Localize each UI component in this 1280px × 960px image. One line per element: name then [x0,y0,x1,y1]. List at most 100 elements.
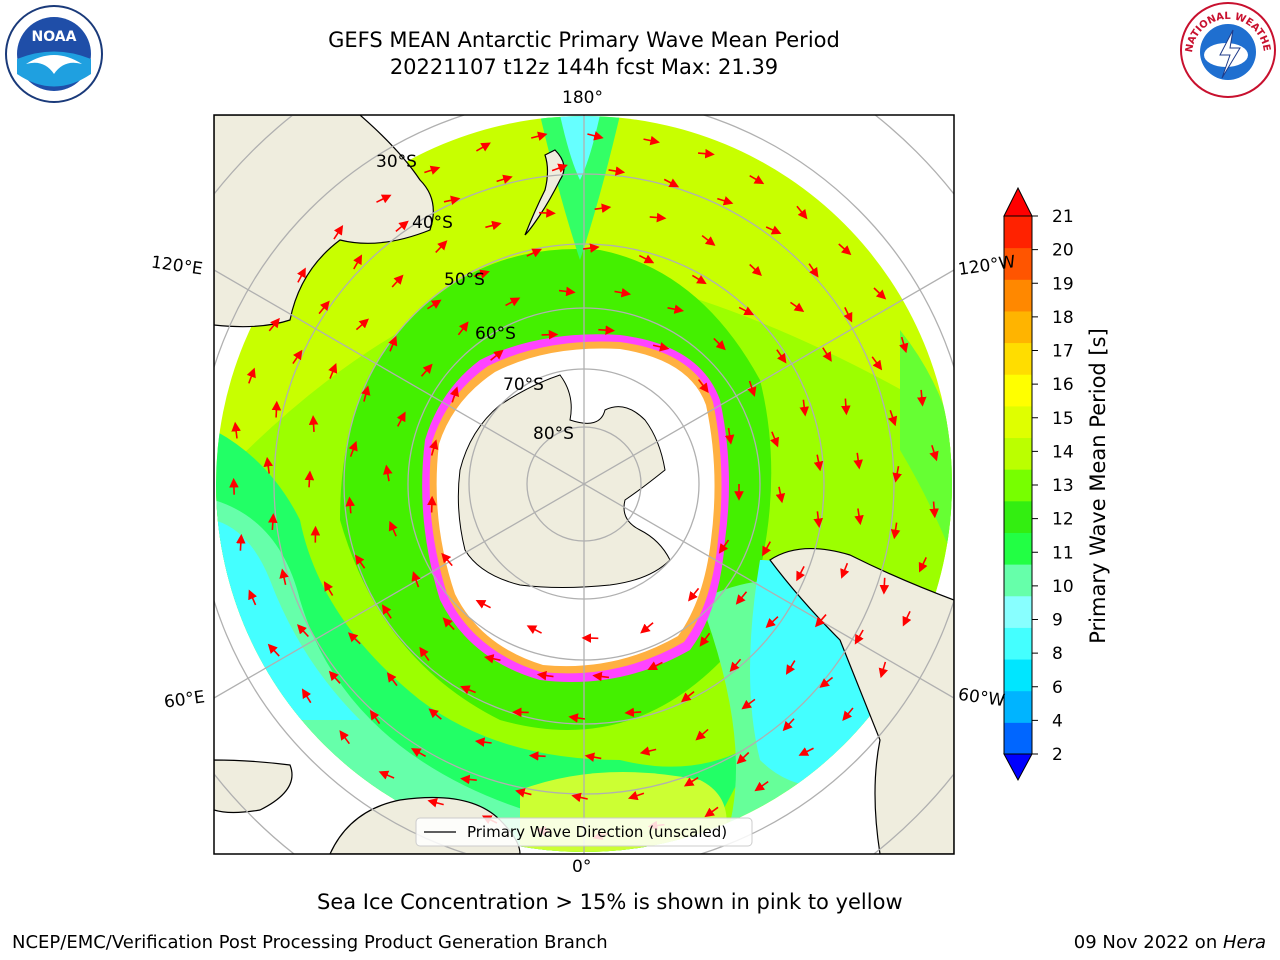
wave-direction-arrow [369,709,381,725]
colorbar-tick-label: 14 [1052,442,1074,462]
wave-direction-arrow [339,730,351,745]
colorbar-segment [1004,532,1032,565]
wave-direction-arrow [308,415,319,432]
wave-direction-arrow [348,440,358,457]
wave-direction-arrow [765,225,782,235]
colorbar-segment [1004,374,1032,407]
colorbar-tick-label: 16 [1052,375,1074,395]
wave-direction-arrow [383,464,393,482]
wave-direction-arrow [396,411,406,427]
wave-direction-arrow [505,297,521,307]
wave-direction-arrow [614,287,632,298]
wave-direction-arrow [775,486,786,504]
wave-direction-arrow [427,299,442,310]
wave-direction-arrow [814,614,827,628]
wave-direction-arrow [647,661,663,671]
wave-direction-arrow [248,589,258,606]
wave-direction-arrow [304,470,315,488]
wave-direction-arrow [381,604,392,619]
wave-direction-arrow [840,562,850,579]
wave-direction-arrow [297,624,309,638]
wave-direction-arrow [515,788,532,798]
colorbar-segment [1004,659,1032,692]
wave-direction-arrow [473,269,490,279]
colorbar-tick-label: 6 [1052,678,1063,698]
wave-direction-arrow [391,274,404,288]
colorbar-tick-label: 20 [1052,241,1074,261]
wave-direction-arrow [428,708,442,720]
colorbar-tick-label: 17 [1052,342,1074,362]
wave-direction-arrow [649,212,667,223]
wave-direction-arrow [268,513,278,531]
colorbar-under-extend [1003,753,1033,782]
wave-direction-arrow [688,587,700,602]
wave-direction-arrow [854,629,864,645]
wave-direction-arrow [441,552,453,567]
wave-direction-arrow [841,398,851,416]
wave-direction-arrow [652,342,670,352]
noaa-logo: NOAA [5,5,103,103]
wave-direction-arrow [853,452,863,470]
wave-direction-arrow [496,174,513,184]
colorbar: 2 4 6 8 9 10 11 12 13 14 15 16 17 18 19 20 21 [1003,186,1074,782]
latitude-label-70s: 70°S [503,375,544,395]
colorbar-segment [1004,279,1032,312]
colorbar-tick-label: 10 [1052,577,1074,597]
footer-host: Hera [1222,932,1266,953]
sea-ice-caption: Sea Ice Concentration > 15% is shown in … [317,890,903,914]
wave-direction-arrow [301,688,312,704]
latitude-label-60s: 60°S [475,324,516,344]
wave-direction-arrow [738,306,755,316]
colorbar-tick-label: 13 [1052,476,1074,496]
wave-direction-arrow [323,581,334,596]
footer-branch: NCEP/EMC/Verification Post Processing Pr… [12,932,608,953]
colorbar-tick-label: 4 [1052,711,1063,731]
wave-direction-arrow [236,533,246,551]
wave-direction-arrow [429,439,439,456]
colorbar-segment [1004,627,1032,660]
wave-direction-arrow [345,496,355,514]
colorbar-segment [1004,342,1032,375]
wave-direction-arrow [584,752,602,762]
wave-direction-arrow [667,304,685,314]
wave-direction-arrow [873,287,887,300]
wave-direction-arrow [782,718,795,732]
wave-direction-arrow [246,367,256,384]
wave-direction-arrow [776,349,787,364]
latitude-label-80s: 80°S [533,424,574,444]
wave-direction-arrow [420,363,433,377]
footer-date-text: 09 Nov 2022 on [1073,932,1223,953]
wave-direction-arrow [490,349,504,361]
wave-direction-arrow [376,194,392,204]
wave-direction-arrow [681,691,695,703]
wave-direction-arrow [354,554,366,569]
wave-direction-arrow [701,235,716,246]
wave-direction-arrow [929,444,939,462]
wave-direction-arrow [297,267,306,283]
wave-direction-arrow [929,501,939,519]
meridian-label-180: 180° [562,88,603,108]
colorbar-tick-label: 15 [1052,409,1074,429]
wave-direction-arrow [460,685,476,695]
colorbar-segment [1004,500,1032,533]
wave-direction-arrow [427,798,444,808]
wave-direction-arrow [598,325,616,335]
wave-direction-arrow [328,670,341,684]
wave-direction-arrow [594,203,612,214]
wave-direction-arrow [388,335,398,352]
wave-direction-arrow [698,148,715,159]
wave-direction-arrow [475,600,491,609]
colorbar-segment [1004,310,1032,344]
wave-direction-arrow [854,508,864,526]
colorbar-segment [1004,564,1032,597]
wave-direction-arrow [808,263,819,278]
latitude-label-50s: 50°S [444,270,485,290]
wave-direction-arrow [704,806,719,818]
wave-direction-arrow [799,399,810,417]
wave-direction-arrow [457,321,469,336]
wave-direction-arrow [271,400,282,418]
colorbar-tick-label: 19 [1052,274,1074,294]
wave-direction-arrow [624,707,642,718]
wave-direction-arrow [571,792,588,803]
wave-direction-arrow [888,410,898,427]
